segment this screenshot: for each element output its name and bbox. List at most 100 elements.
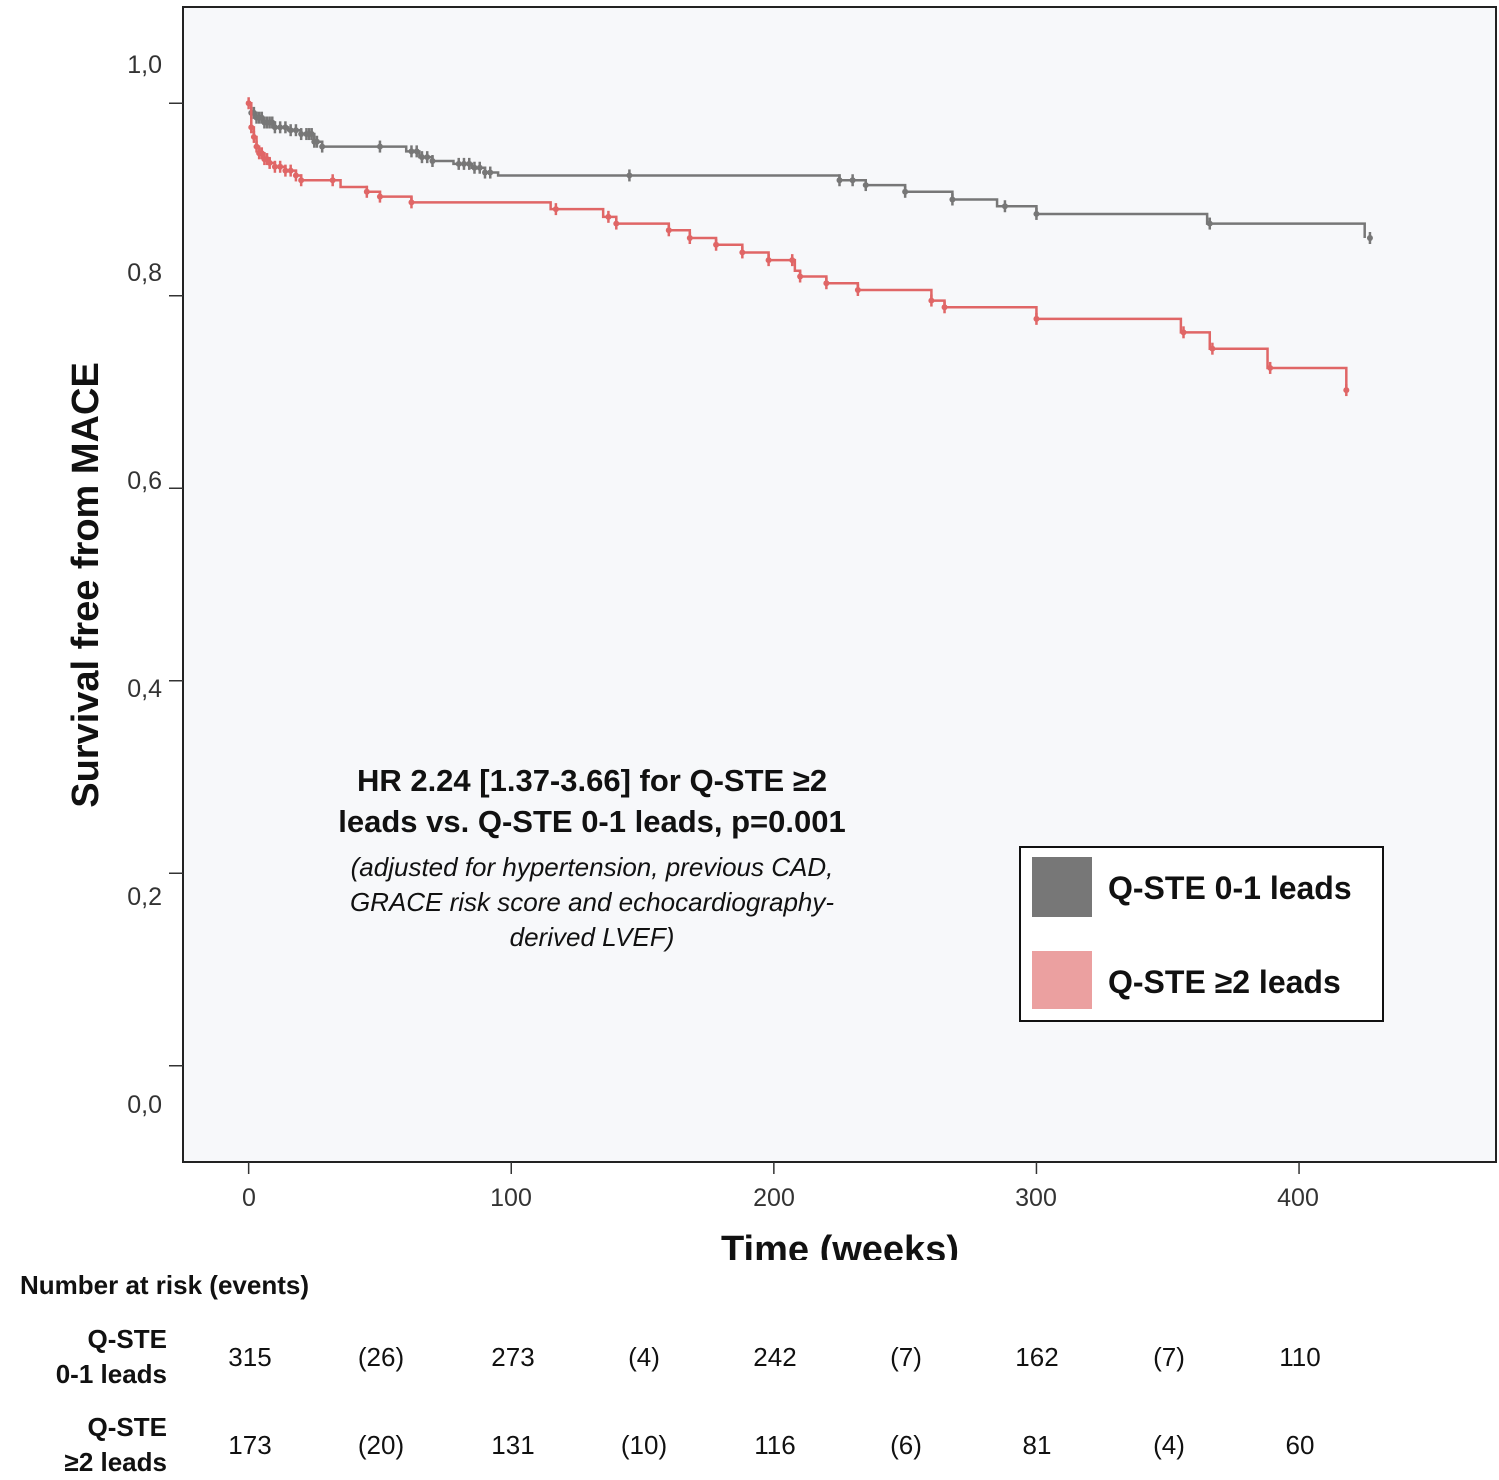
censor-point (902, 188, 909, 195)
hr-annotation: HR 2.24 [1.37-3.66] for Q-STE ≥2 leads v… (338, 763, 845, 952)
risk-cell: 116 (754, 1430, 796, 1460)
censor-point (552, 206, 559, 213)
risk-cell: (10) (620, 1430, 668, 1460)
censor-point (928, 297, 935, 304)
censor-point (941, 304, 948, 311)
y-axis: 0,0 0,2 0,4 0,6 0,8 1,0 (127, 51, 183, 1119)
legend: Q-STE 0-1 leads Q-STE ≥2 leads (1019, 846, 1384, 1022)
censor-point (287, 127, 294, 134)
censor-point (413, 148, 420, 155)
censor-point (626, 172, 633, 179)
censor-point (739, 249, 746, 256)
censor-point (1033, 210, 1040, 217)
censor-point (277, 163, 284, 170)
censor-point (1209, 345, 1216, 352)
x-tick-label: 200 (753, 1184, 795, 1212)
x-tick-label: 400 (1277, 1184, 1319, 1212)
risk-cell: 110 (1279, 1342, 1321, 1372)
censor-point (713, 241, 720, 248)
legend-swatch-q-ste-2-plus (1032, 951, 1092, 1009)
censor-point (665, 227, 672, 234)
risk-cell: (6) (890, 1430, 922, 1460)
censor-point (287, 167, 294, 174)
censor-point (376, 193, 383, 200)
legend-label-q-ste-2-plus: Q-STE ≥2 leads (1108, 964, 1341, 1000)
censor-point (854, 286, 861, 293)
y-tick-label: 0,0 (127, 1091, 162, 1119)
km-chart: 0,0 0,2 0,4 0,6 0,8 1,0 0 100 200 300 40… (65, 6, 1497, 1260)
censor-point (313, 138, 320, 145)
censor-point (836, 177, 843, 184)
censor-point (271, 163, 278, 170)
censor-point (487, 169, 494, 176)
censor-point (248, 124, 255, 131)
censor-point (250, 133, 257, 140)
censor-point (471, 164, 478, 171)
risk-row-label-line1: Q-STE (87, 1324, 167, 1354)
risk-cell: (26) (357, 1342, 405, 1372)
hr-text-line1: HR 2.24 [1.37-3.66] for Q-STE ≥2 (357, 763, 827, 798)
adjustment-note-line3: derived LVEF) (510, 922, 675, 952)
censor-point (429, 158, 436, 164)
censor-point (823, 280, 830, 287)
x-tick-label: 100 (490, 1184, 532, 1212)
censor-point (476, 164, 483, 171)
censor-point (266, 159, 273, 166)
censor-point (271, 124, 278, 131)
censor-point (613, 220, 620, 227)
x-tick-label: 300 (1015, 1184, 1057, 1212)
censor-point (797, 273, 804, 280)
risk-cell: 162 (1015, 1342, 1059, 1372)
censor-point (282, 124, 289, 131)
risk-cell: 60 (1285, 1430, 1315, 1460)
censor-point (849, 177, 856, 184)
risk-cell: (4) (1153, 1430, 1185, 1460)
censor-point (376, 143, 383, 150)
risk-row-label-line2: 0-1 leads (55, 1359, 167, 1389)
censor-point (292, 172, 299, 179)
censor-point (319, 143, 326, 150)
censor-point (292, 127, 299, 134)
censor-point (418, 154, 425, 161)
censor-point (862, 182, 869, 189)
x-tick-label: 0 (242, 1184, 256, 1212)
censor-point (481, 169, 488, 176)
censor-point (1206, 220, 1213, 227)
x-axis: 0 100 200 300 400 (242, 1162, 1319, 1212)
risk-table-title: Number at risk (events) (20, 1270, 309, 1300)
censor-point (686, 235, 693, 241)
y-tick-label: 1,0 (127, 51, 162, 79)
censor-point (1001, 203, 1008, 210)
risk-cell: 242 (753, 1342, 797, 1372)
censor-point (277, 124, 284, 131)
censor-point (949, 196, 956, 203)
adjustment-note-line1: (adjusted for hypertension, previous CAD… (351, 852, 834, 882)
censor-point (1180, 329, 1187, 336)
censor-point (245, 100, 252, 107)
censor-point (789, 257, 796, 264)
risk-cell: 173 (228, 1430, 272, 1460)
censor-point (408, 199, 415, 206)
censor-point (1033, 315, 1040, 322)
risk-cell: 81 (1022, 1430, 1052, 1460)
y-tick-label: 0,8 (127, 259, 162, 287)
censor-point (1343, 387, 1350, 394)
risk-row-label-line1: Q-STE (87, 1412, 167, 1442)
y-tick-label: 0,4 (127, 675, 162, 703)
risk-cell: 273 (491, 1342, 535, 1372)
x-axis-title: Time (weeks) (721, 1229, 959, 1260)
censor-point (1267, 364, 1274, 371)
risk-row-label-q-ste-2-plus: Q-STE ≥2 leads (10, 1410, 167, 1480)
survival-curves (245, 97, 1373, 397)
censor-point (605, 213, 612, 220)
censor-point (282, 167, 289, 174)
risk-cell: 315 (228, 1342, 272, 1372)
y-tick-label: 0,2 (127, 883, 162, 911)
censor-point (308, 131, 315, 138)
risk-row-label-line2: ≥2 leads (64, 1447, 167, 1477)
censor-point (460, 160, 467, 167)
hr-text-line2: leads vs. Q-STE 0-1 leads, p=0.001 (338, 804, 845, 839)
censor-point (329, 177, 336, 184)
risk-cell: 131 (491, 1430, 535, 1460)
censor-point (765, 257, 772, 264)
